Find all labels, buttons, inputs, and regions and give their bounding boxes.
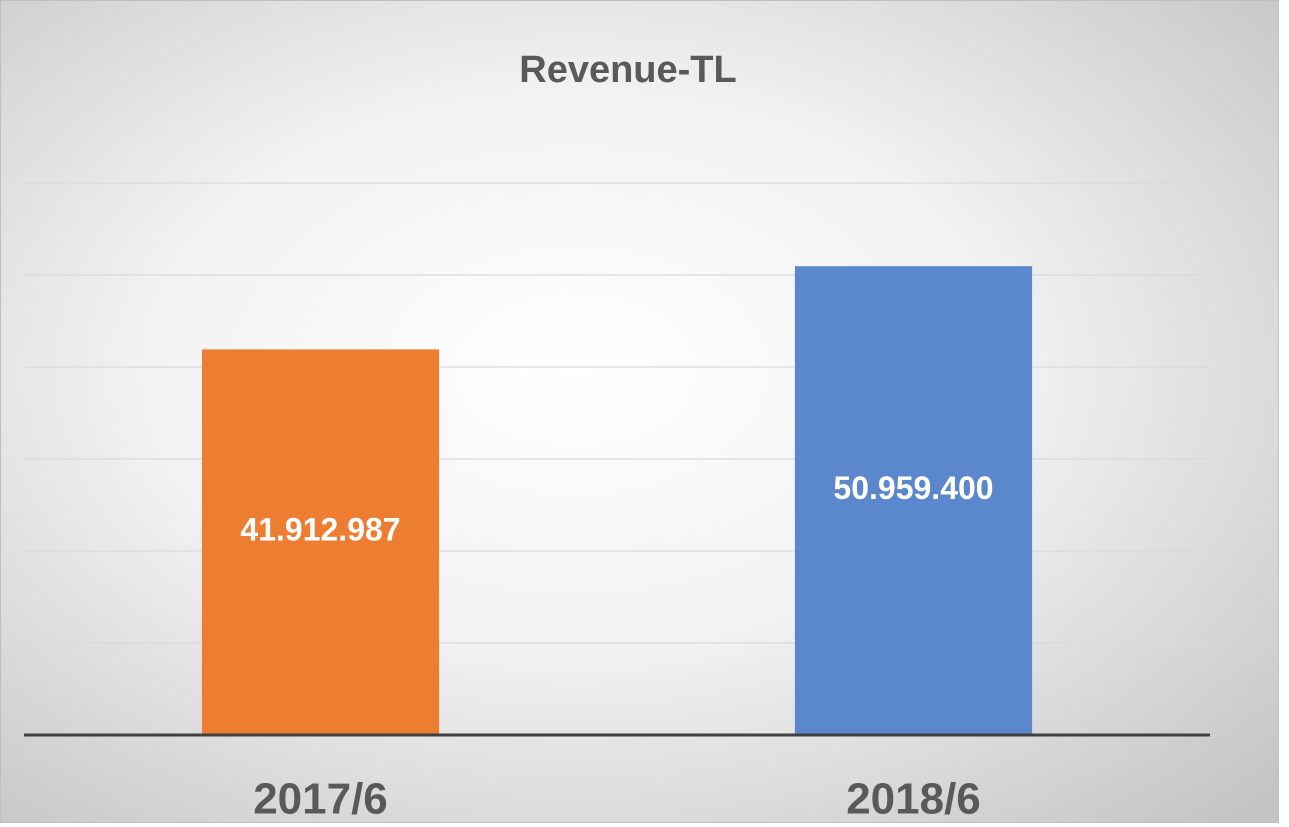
chart-title: Revenue-TL xyxy=(519,49,736,91)
x-tick-label: 2017/6 xyxy=(253,775,388,824)
data-label: 50.959.400 xyxy=(833,470,993,506)
bar xyxy=(794,266,1033,735)
bar xyxy=(201,349,440,735)
x-tick-label: 2018/6 xyxy=(846,775,981,824)
data-label: 41.912.987 xyxy=(240,512,400,548)
